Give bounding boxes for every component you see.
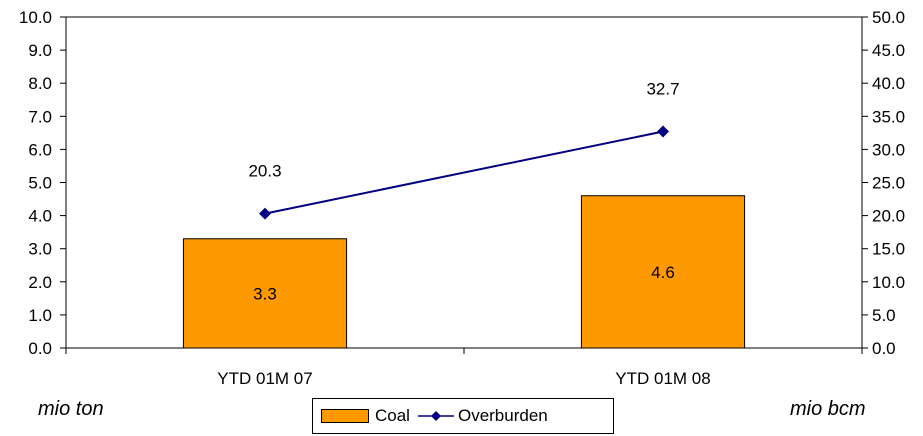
coal-bar (182, 238, 348, 349)
right-axis-tick-label: 15.0 (872, 240, 905, 259)
legend-coal-label: Coal (375, 406, 410, 425)
legend-overburden-swatch (417, 411, 454, 421)
left-axis-tick-label: 4.0 (28, 207, 52, 226)
left-axis-unit-label: mio ton (38, 398, 104, 420)
left-axis-tick-label: 0.0 (28, 339, 52, 358)
right-axis-tick-label: 0.0 (872, 339, 896, 358)
left-axis-tick-label: 8.0 (28, 74, 52, 93)
overburden-data-label: 32.7 (646, 80, 679, 99)
left-axis-tick-label: 5.0 (28, 174, 52, 193)
x-axis-category-label: YTD 01M 08 (615, 369, 710, 388)
right-axis-tick-label: 45.0 (872, 41, 905, 60)
chart-legend: Coal Overburden (312, 398, 614, 434)
coal-bar-data-label: 3.3 (253, 284, 277, 303)
left-axis-tick-label: 10.0 (19, 8, 52, 27)
overburden-marker (657, 125, 669, 138)
left-axis-tick-label: 2.0 (28, 273, 52, 292)
right-axis-tick-label: 20.0 (872, 207, 905, 226)
overburden-data-label: 20.3 (248, 162, 281, 181)
legend-overburden-label: Overburden (457, 406, 548, 425)
x-axis-category-label: YTD 01M 07 (217, 369, 312, 388)
coal-bar-data-label: 4.6 (651, 263, 675, 282)
right-axis-tick-label: 40.0 (872, 74, 905, 93)
overburden-marker (259, 207, 271, 220)
right-axis-tick-label: 10.0 (872, 273, 905, 292)
right-axis-tick-label: 30.0 (872, 140, 905, 159)
right-axis-tick-label: 50.0 (872, 8, 905, 27)
left-axis-tick-label: 1.0 (28, 306, 52, 325)
left-axis-tick-label: 3.0 (28, 240, 52, 259)
right-axis-tick-label: 25.0 (872, 174, 905, 193)
legend-coal-swatch (321, 409, 369, 423)
left-axis-tick-label: 7.0 (28, 107, 52, 126)
right-axis-tick-label: 35.0 (872, 107, 905, 126)
right-axis-unit-label: mio bcm (790, 398, 866, 420)
left-axis-tick-label: 6.0 (28, 140, 52, 159)
right-axis-tick-label: 5.0 (872, 306, 896, 325)
left-axis-tick-label: 9.0 (28, 41, 52, 60)
coal-bar (580, 195, 746, 349)
overburden-line (264, 130, 664, 215)
